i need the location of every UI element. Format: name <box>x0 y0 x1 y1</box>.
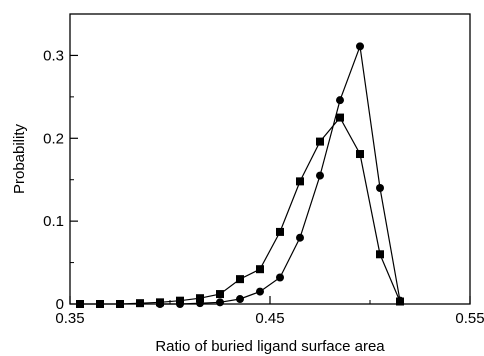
series-layer <box>76 42 404 308</box>
data-point-square <box>356 150 364 159</box>
data-point-square <box>256 265 264 274</box>
plot-frame <box>69 13 471 305</box>
data-point-square <box>276 227 284 236</box>
y-axis-title: Probability <box>11 123 28 194</box>
plot-border <box>69 13 471 305</box>
y-tick-label: 0.2 <box>43 130 64 147</box>
data-point-circle <box>296 233 304 242</box>
data-point-circle <box>356 42 364 51</box>
data-point-square <box>216 290 224 299</box>
data-point-square <box>376 250 384 259</box>
axis-ticks: 0.35 0.45 0.55 0 0.1 0.2 0.3 <box>43 47 484 327</box>
data-point-square <box>296 177 304 186</box>
data-point-square <box>336 113 344 122</box>
x-tick-label: 0.45 <box>255 310 284 327</box>
data-point-circle <box>376 184 384 192</box>
data-point-square <box>196 294 204 303</box>
data-point-square <box>96 300 104 308</box>
x-axis-title: Ratio of buried ligand surface area <box>155 338 385 355</box>
data-point-circle <box>216 298 224 307</box>
y-tick-label: 0.1 <box>43 213 64 230</box>
data-point-circle <box>156 300 164 308</box>
x-tick-label: 0.55 <box>455 310 484 327</box>
data-point-circle <box>176 300 184 308</box>
data-point-square <box>76 300 84 308</box>
x-tick-label: 0.35 <box>55 310 84 327</box>
data-point-circle <box>256 287 264 296</box>
data-point-square <box>316 137 324 146</box>
data-point-circle <box>336 96 344 105</box>
data-point-circle <box>276 273 284 282</box>
y-tick-label: 0.3 <box>43 47 64 64</box>
data-point-circle <box>236 295 244 304</box>
y-tick-label: 0 <box>56 296 64 313</box>
data-point-square <box>236 275 244 284</box>
data-point-circle <box>316 171 324 180</box>
data-point-square <box>116 300 124 308</box>
data-point-circle <box>196 299 204 308</box>
data-point-square <box>136 299 144 308</box>
data-point-circle <box>396 296 404 305</box>
